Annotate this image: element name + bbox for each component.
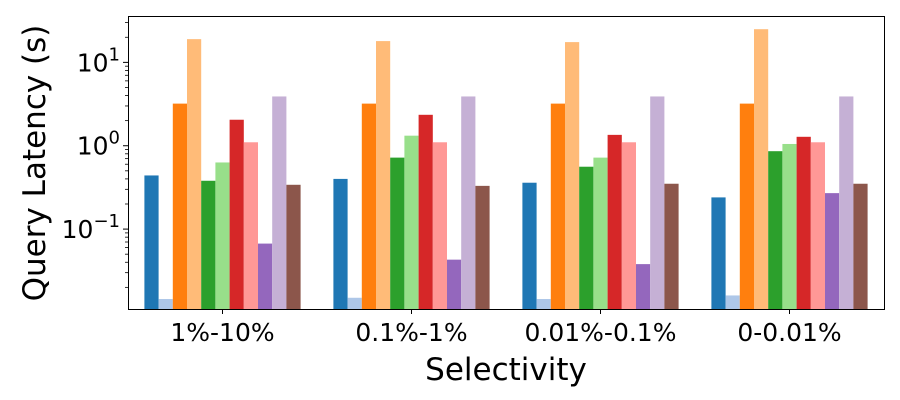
bar-2-2 bbox=[550, 103, 565, 310]
x-tick-label: 0.01%-0.1% bbox=[525, 318, 677, 347]
x-axis-label: Selectivity bbox=[425, 352, 587, 388]
x-tick-label: 0.1%-1% bbox=[355, 318, 467, 347]
bar-2-7 bbox=[621, 142, 636, 309]
bar-1-2 bbox=[361, 103, 376, 310]
bar-2-1 bbox=[536, 299, 551, 309]
bar-1-3 bbox=[376, 41, 391, 310]
bar-0-6 bbox=[229, 119, 244, 310]
bar-3-6 bbox=[796, 136, 811, 309]
bar-0-1 bbox=[158, 299, 173, 309]
bar-3-8 bbox=[825, 193, 840, 309]
bar-1-8 bbox=[447, 259, 462, 309]
bar-3-1 bbox=[725, 295, 740, 309]
bar-3-4 bbox=[768, 151, 783, 309]
bar-2-4 bbox=[579, 166, 594, 309]
x-tick-label: 0-0.01% bbox=[737, 318, 841, 347]
bar-1-6 bbox=[418, 114, 433, 309]
y-tick-label: 100 bbox=[77, 128, 120, 161]
bar-0-2 bbox=[172, 103, 187, 310]
bar-1-1 bbox=[347, 297, 362, 309]
bar-1-9 bbox=[461, 96, 476, 310]
bar-3-9 bbox=[839, 96, 854, 310]
bar-1-0 bbox=[333, 178, 348, 309]
x-tick-label: 1%-10% bbox=[170, 318, 274, 347]
bar-3-0 bbox=[711, 197, 726, 309]
bar-3-3 bbox=[754, 29, 769, 309]
bar-2-3 bbox=[565, 42, 580, 310]
y-axis-label: Query Latency (s) bbox=[17, 25, 53, 302]
bar-0-0 bbox=[144, 175, 159, 309]
bar-3-5 bbox=[782, 143, 797, 309]
bar-0-7 bbox=[243, 142, 258, 309]
bar-1-7 bbox=[432, 142, 447, 309]
bar-0-9 bbox=[272, 96, 287, 310]
y-tick-label: 101 bbox=[77, 44, 120, 77]
bar-0-10 bbox=[286, 184, 301, 309]
bar-2-8 bbox=[636, 264, 651, 309]
bar-2-5 bbox=[593, 157, 608, 309]
bar-2-9 bbox=[650, 96, 665, 310]
bar-2-10 bbox=[664, 183, 679, 309]
bar-0-5 bbox=[215, 162, 230, 309]
bar-1-4 bbox=[390, 157, 405, 309]
bar-0-4 bbox=[201, 180, 216, 309]
x-axis-ticks: 1%-10% 0.1%-1% 0.01%-0.1% 0-0.01% bbox=[170, 309, 842, 347]
bar-1-5 bbox=[404, 135, 419, 309]
plot-frame bbox=[128, 16, 885, 310]
y-axis-ticks: 10−1 100 101 bbox=[62, 22, 128, 288]
bar-1-10 bbox=[475, 185, 490, 309]
bar-2-0 bbox=[522, 182, 537, 309]
y-tick-label: 10−1 bbox=[62, 211, 120, 244]
bar-3-7 bbox=[810, 142, 825, 309]
bar-0-8 bbox=[258, 243, 273, 309]
bars-group bbox=[144, 29, 868, 310]
bar-3-10 bbox=[853, 183, 868, 309]
bar-2-6 bbox=[607, 134, 622, 309]
bar-0-3 bbox=[187, 39, 202, 309]
bar-3-2 bbox=[739, 103, 754, 310]
